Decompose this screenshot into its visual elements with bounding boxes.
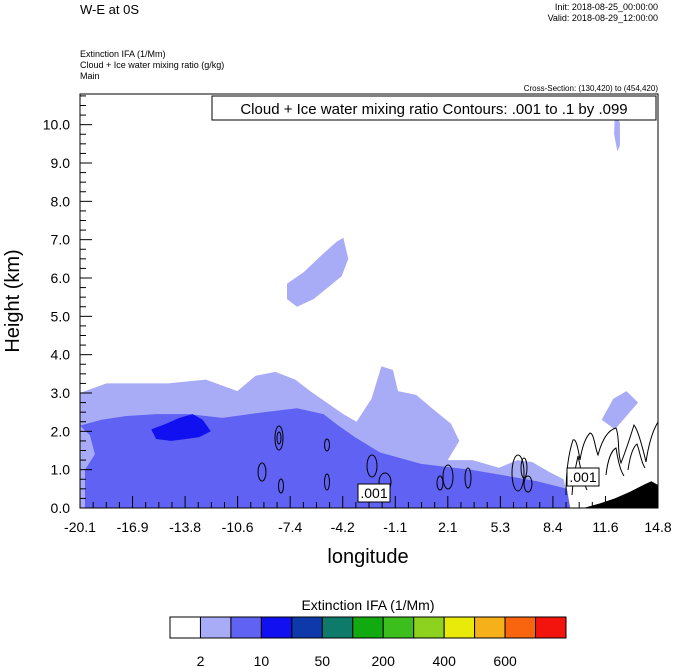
extinction-region [601, 391, 639, 430]
contour-line [565, 421, 658, 496]
colorbar-label: 400 [433, 653, 457, 667]
contour-label-value: .001 [569, 469, 596, 485]
contour-line [278, 478, 284, 494]
contour-info-text: Cloud + Ice water mixing ratio Contours:… [240, 101, 627, 118]
cross-section-label: Cross-Section: (130,420) to (454,420) [523, 84, 658, 93]
y-tick-label: 3.0 [51, 385, 71, 401]
x-axis: -20.1 -16.9 -13.8 -10.6 -7.4 -4.2 -1.1 2.1 5.3 8.… [64, 496, 672, 535]
contour-line [520, 457, 528, 479]
field-name-extinction: Extinction IFA (1/Mm) [80, 49, 166, 59]
contour-line [464, 467, 472, 489]
y-tick-label: 7.0 [51, 232, 71, 248]
x-axis-title: longitude [327, 546, 408, 568]
init-time-label: Init: 2018-08-25_00:00:00 [554, 2, 658, 12]
colorbar-swatch [535, 616, 567, 639]
chart-title: W-E at 0S [80, 2, 140, 17]
x-tick-label: -16.9 [117, 519, 149, 535]
contour-line [276, 431, 282, 445]
contour-line [274, 425, 284, 451]
colorbar-swatch [352, 616, 384, 639]
extinction-region [287, 237, 349, 307]
x-tick-label: -20.1 [64, 519, 96, 535]
contour-line [324, 438, 330, 452]
x-tick-label: 8.4 [543, 519, 563, 535]
colorbar-label: 600 [493, 653, 517, 667]
contour-line [324, 473, 330, 491]
valid-time-label: Valid: 2018-08-29_12:00:00 [547, 13, 658, 23]
x-tick-label: -4.2 [331, 519, 355, 535]
x-tick-label: 2.1 [438, 519, 458, 535]
colorbar-swatch [291, 616, 323, 639]
mixing-ratio-contours [257, 421, 658, 496]
colorbar [169, 616, 567, 639]
x-tick-label: -13.8 [169, 519, 201, 535]
x-tick-label: -7.4 [278, 519, 302, 535]
colorbar-label: 50 [315, 653, 331, 667]
colorbar-swatch [382, 616, 415, 639]
y-tick-label: 1.0 [51, 462, 71, 478]
contour-label-box [357, 483, 391, 503]
contour-label-value: .001 [360, 485, 387, 501]
colorbar-swatch [474, 616, 506, 639]
y-axis: 0.0 1.0 2.0 3.0 4.0 5.0 6.0 7.0 8.0 9.0 10.0 [43, 95, 92, 516]
colorbar-label: 200 [372, 653, 396, 667]
x-tick-label: 14.8 [644, 519, 671, 535]
field-name-main: Main [80, 71, 100, 81]
contour-line [436, 475, 444, 491]
colorbar-swatch [230, 616, 262, 639]
contour-line [511, 454, 525, 492]
contour-line [257, 462, 267, 482]
contour-labels: .001 .001 [357, 467, 600, 503]
contour-info-box [211, 95, 657, 121]
colorbar-swatch [504, 616, 537, 639]
y-tick-label: 0.0 [51, 500, 71, 516]
contour-label-box [566, 467, 600, 487]
colorbar-swatch [321, 616, 354, 639]
colorbar-label: 10 [254, 653, 270, 667]
x-tick-label: 11.6 [592, 519, 618, 535]
extinction-region [151, 414, 211, 441]
x-tick-label: -10.6 [222, 519, 254, 535]
x-tick-label: 5.3 [491, 519, 511, 535]
contour-line [442, 464, 454, 490]
contour-line [627, 443, 646, 471]
colorbar-title: Extinction IFA (1/Mm) [301, 597, 434, 613]
y-tick-label: 9.0 [51, 155, 71, 171]
y-tick-label: 10.0 [43, 117, 70, 133]
x-tick-label: -1.1 [383, 519, 407, 535]
colorbar-swatch [413, 616, 445, 639]
contour-line [366, 454, 378, 478]
y-tick-label: 4.0 [51, 347, 71, 363]
y-axis-title: Height (km) [2, 249, 24, 352]
extinction-region [614, 111, 620, 152]
terrain [583, 481, 658, 508]
colorbar-label: 2 [197, 653, 205, 667]
contour-line [605, 447, 625, 477]
y-tick-label: 5.0 [51, 308, 71, 324]
y-tick-label: 2.0 [51, 423, 71, 439]
extinction-field [80, 111, 639, 508]
colorbar-swatch [260, 616, 293, 639]
colorbar-swatch [199, 616, 232, 639]
extinction-region [80, 408, 571, 508]
colorbar-swatch [169, 616, 201, 639]
terrain-fill [583, 481, 658, 508]
colorbar-labels: 2 10 50 200 400 600 [197, 653, 517, 667]
field-name-mixing-ratio: Cloud + Ice water mixing ratio (g/kg) [80, 60, 225, 70]
y-tick-label: 8.0 [51, 193, 71, 209]
y-tick-label: 6.0 [51, 270, 71, 286]
contour-line [523, 475, 533, 493]
colorbar-swatch [443, 616, 476, 639]
